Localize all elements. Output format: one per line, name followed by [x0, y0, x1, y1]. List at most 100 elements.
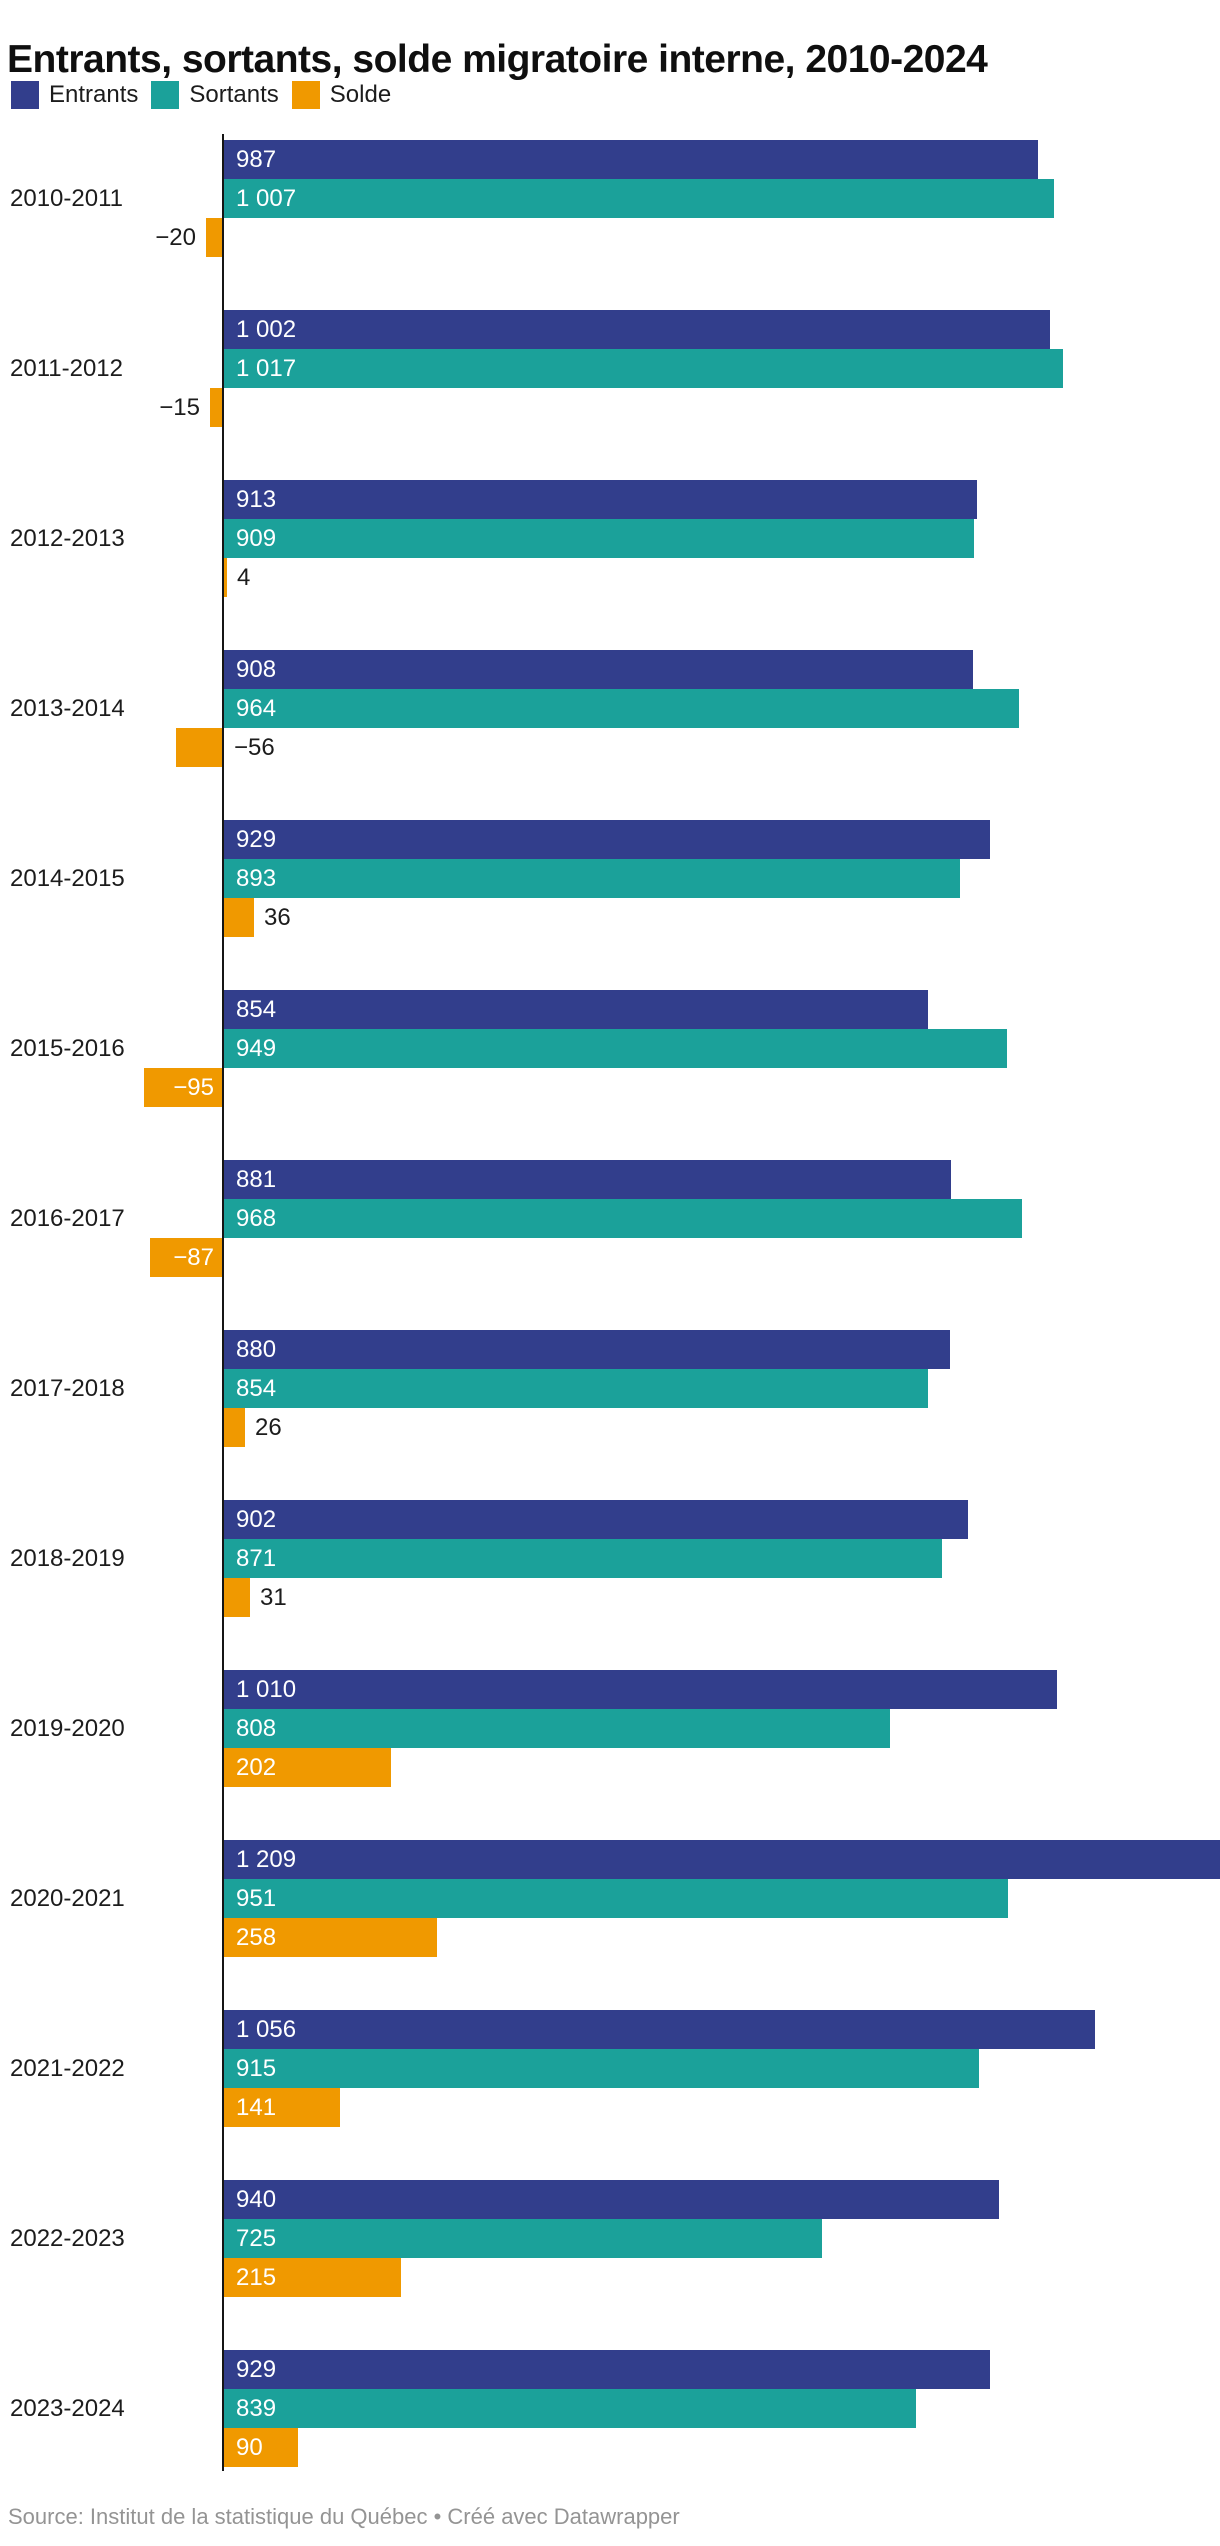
bar-solde[interactable]: 90	[224, 2428, 298, 2467]
bar-solde[interactable]: −87	[150, 1238, 222, 1277]
value-label-sortants: 839	[236, 2395, 277, 2422]
value-label-entrants: 929	[236, 2356, 277, 2383]
bar-entrants[interactable]: 880	[224, 1330, 950, 1369]
category-label: 2018-2019	[10, 1545, 125, 1572]
bar-solde[interactable]	[206, 218, 222, 257]
bar-solde[interactable]: 141	[224, 2088, 340, 2127]
bar-sortants[interactable]: 808	[224, 1709, 890, 1748]
bar-entrants[interactable]: 881	[224, 1160, 951, 1199]
value-label-entrants: 987	[236, 146, 277, 173]
legend-swatch	[151, 81, 180, 109]
value-label-solde-outside: −56	[234, 734, 275, 761]
value-label-entrants: 880	[236, 1336, 277, 1363]
category-label: 2019-2020	[10, 1715, 125, 1742]
value-label-entrants: 1 010	[236, 1676, 297, 1703]
bar-group: 2013-2014 908 964 −56	[0, 650, 1220, 767]
bar-entrants[interactable]: 902	[224, 1500, 968, 1539]
value-label-sortants: 808	[236, 1715, 277, 1742]
bar-group: 2023-2024 929 839 90	[0, 2350, 1220, 2467]
value-label-entrants: 854	[236, 996, 277, 1023]
value-label-sortants: 951	[236, 1885, 277, 1912]
value-label-entrants: 913	[236, 486, 277, 513]
bar-sortants[interactable]: 1 007	[224, 179, 1054, 218]
bar-sortants[interactable]: 909	[224, 519, 974, 558]
bar-solde[interactable]	[224, 898, 254, 937]
value-label-entrants: 908	[236, 656, 277, 683]
bar-sortants[interactable]: 854	[224, 1369, 928, 1408]
source-line: Source: Institut de la statistique du Qu…	[8, 2504, 680, 2529]
legend-swatch	[11, 81, 39, 109]
value-label-sortants: 854	[236, 1375, 277, 1402]
bar-sortants[interactable]: 1 017	[224, 349, 1063, 388]
bar-group: 2018-2019 902 871 31	[0, 1500, 1220, 1617]
value-label-solde: −87	[173, 1244, 214, 1271]
category-label: 2014-2015	[10, 865, 125, 892]
value-label-entrants: 1 209	[236, 1846, 297, 1873]
bar-sortants[interactable]: 949	[224, 1029, 1007, 1068]
category-label: 2021-2022	[10, 2055, 125, 2082]
bar-entrants[interactable]: 908	[224, 650, 973, 689]
bar-sortants[interactable]: 968	[224, 1199, 1022, 1238]
bar-group: 2010-2011 987 1 007 −20	[0, 140, 1220, 257]
legend-item: Sortants	[151, 81, 279, 109]
bar-solde[interactable]: 258	[224, 1918, 437, 1957]
bar-entrants[interactable]: 913	[224, 480, 977, 519]
bar-entrants[interactable]: 1 002	[224, 310, 1050, 349]
bar-entrants[interactable]: 940	[224, 2180, 999, 2219]
value-label-sortants: 915	[236, 2055, 277, 2082]
bar-solde[interactable]	[224, 1408, 245, 1447]
category-label: 2015-2016	[10, 1035, 125, 1062]
bar-entrants[interactable]: 1 209	[224, 1840, 1220, 1879]
legend-item: Solde	[291, 81, 392, 109]
category-label: 2010-2011	[10, 185, 123, 212]
value-label-solde: 202	[236, 1754, 277, 1781]
bar-group: 2015-2016 854 949 −95	[0, 990, 1220, 1107]
value-label-sortants: 725	[236, 2225, 277, 2252]
category-label: 2022-2023	[10, 2225, 125, 2252]
bar-solde[interactable]: −95	[144, 1068, 222, 1107]
legend-swatch	[291, 81, 320, 109]
bar-entrants[interactable]: 1 056	[224, 2010, 1095, 2049]
bar-entrants[interactable]: 929	[224, 820, 990, 859]
bar-sortants[interactable]: 839	[224, 2389, 916, 2428]
bar-solde[interactable]	[224, 1578, 250, 1617]
bar-entrants[interactable]: 854	[224, 990, 928, 1029]
value-label-sortants: 871	[236, 1545, 277, 1572]
bar-entrants[interactable]: 1 010	[224, 1670, 1057, 1709]
category-label: 2016-2017	[10, 1205, 125, 1232]
bar-entrants[interactable]: 987	[224, 140, 1038, 179]
legend: Entrants Sortants Solde	[11, 81, 404, 109]
legend-label: Entrants	[49, 81, 139, 108]
bar-sortants[interactable]: 915	[224, 2049, 979, 2088]
value-label-sortants: 893	[236, 865, 277, 892]
legend-item: Entrants	[11, 81, 138, 109]
value-label-solde: −95	[173, 1074, 214, 1101]
bar-group: 2022-2023 940 725 215	[0, 2180, 1220, 2297]
bar-solde[interactable]: 202	[224, 1748, 391, 1787]
bar-solde[interactable]	[210, 388, 222, 427]
bar-group: 2017-2018 880 854 26	[0, 1330, 1220, 1447]
category-label: 2017-2018	[10, 1375, 125, 1402]
category-label: 2013-2014	[10, 695, 125, 722]
value-label-solde-outside: 4	[237, 564, 251, 591]
bar-entrants[interactable]: 929	[224, 2350, 990, 2389]
bar-solde[interactable]	[176, 728, 222, 767]
legend-label: Solde	[329, 81, 392, 108]
bar-sortants[interactable]: 871	[224, 1539, 942, 1578]
bar-solde[interactable]: 215	[224, 2258, 401, 2297]
value-label-entrants: 902	[236, 1506, 277, 1533]
bar-sortants[interactable]: 725	[224, 2219, 822, 2258]
bar-sortants[interactable]: 951	[224, 1879, 1008, 1918]
bar-solde[interactable]	[224, 558, 227, 597]
bar-sortants[interactable]: 893	[224, 859, 960, 898]
category-label: 2023-2024	[10, 2395, 125, 2422]
value-label-entrants: 929	[236, 826, 277, 853]
value-label-sortants: 1 017	[236, 355, 297, 382]
value-label-sortants: 1 007	[236, 185, 297, 212]
value-label-solde: 90	[236, 2434, 263, 2461]
bar-sortants[interactable]: 964	[224, 689, 1019, 728]
category-label: 2012-2013	[10, 525, 125, 552]
page-title: Entrants, sortants, solde migratoire int…	[7, 38, 988, 82]
value-label-entrants: 940	[236, 2186, 277, 2213]
bar-group: 2011-2012 1 002 1 017 −15	[0, 310, 1220, 427]
